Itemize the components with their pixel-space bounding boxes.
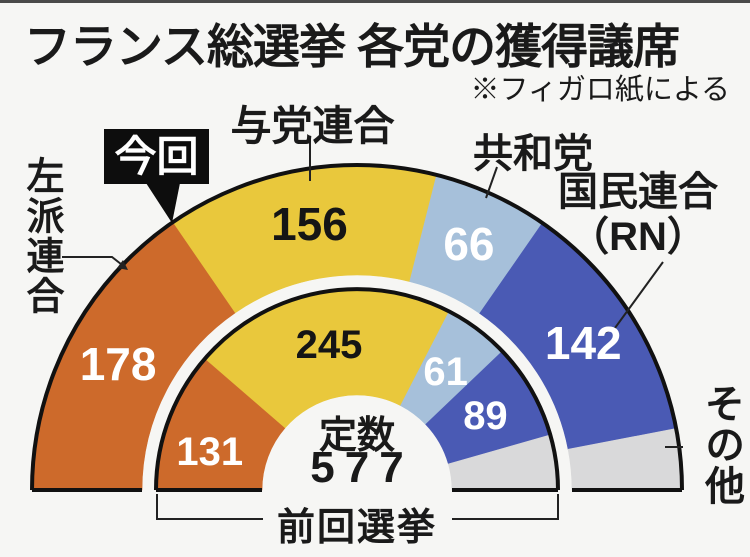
seat-count-outer-国民連合（RN）: 142 [544,316,622,369]
seat-count-inner-国民連合（RN）: 89 [463,394,508,439]
label-rn-line1: 国民連合 [558,170,718,214]
segments-group [31,164,683,491]
label-rn: 国民連合 （RN） [550,170,726,260]
label-others: その他 [699,383,743,506]
left-coalition-arrowhead [117,260,128,270]
label-republicans: 共和党 [473,132,593,176]
inner-ring-outline [154,287,560,492]
seat-count-inner-共和党: 61 [423,349,468,394]
current-election-badge: 今回 [104,129,209,184]
leader-rn [600,261,664,335]
seat-count-outer-与党連合: 156 [271,198,348,251]
outer-ring-outline [30,163,684,492]
total-seats-caption: 定数 [318,415,396,457]
seat-count-outer-共和党: 66 [443,218,495,271]
total-seats-value: 577 [310,443,414,492]
leader-lines [62,137,683,520]
current-badge-pointer [146,183,180,223]
seat-count-inner-与党連合: 245 [295,322,363,367]
previous-election-caption: 前回選挙 [276,507,438,549]
bracket-previous-election [156,494,559,520]
seat-count-outer-左派連合: 178 [79,338,157,391]
page-title: フランス総選挙 各党の獲得議席 [24,20,680,73]
leader-left-coalition [62,256,127,269]
source-note: ※フィガロ紙による [470,74,730,106]
label-rn-line2: （RN） [569,215,707,259]
top-border [0,0,750,3]
seat-count-inner-左派連合: 131 [176,430,244,475]
label-left-coalition: 左派連合 [20,156,62,316]
label-ruling-coalition: 与党連合 [230,103,395,149]
leader-republicans [485,166,498,199]
ring-outlines [30,163,684,492]
